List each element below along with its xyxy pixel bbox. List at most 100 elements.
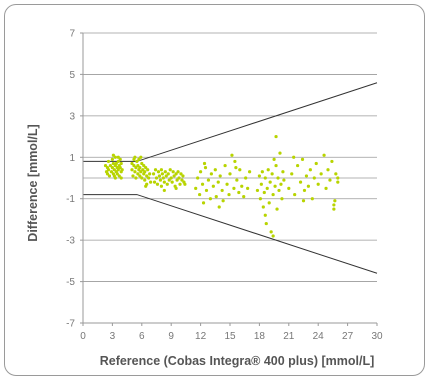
data-point [133, 170, 137, 174]
data-point [106, 159, 111, 164]
data-point [149, 180, 153, 184]
bland-altman-chart: 0 3 6 9 12 15 18 21 24 27 30 7 5 3 1 -1 -3 -5 -7 Referenc… [26, 29, 383, 369]
data-point [165, 182, 169, 186]
data-point [118, 157, 122, 161]
data-point [157, 174, 162, 178]
data-point [134, 166, 138, 170]
data-point [179, 172, 183, 176]
data-point [107, 174, 112, 178]
data-point [156, 170, 161, 174]
data-point [180, 178, 184, 182]
y-tick-label: 7 [69, 29, 75, 40]
data-point [201, 201, 206, 205]
data-point [261, 205, 265, 209]
data-point [110, 157, 114, 161]
data-point [267, 201, 271, 205]
data-point [259, 182, 263, 186]
data-point [238, 168, 242, 172]
data-point [103, 163, 108, 168]
data-point [146, 168, 150, 172]
data-point [202, 161, 207, 166]
data-point [242, 195, 246, 199]
data-point [264, 221, 268, 226]
data-point [170, 180, 174, 184]
data-point [221, 199, 225, 203]
data-point [143, 170, 147, 174]
data-point [246, 186, 250, 190]
data-point [171, 170, 175, 174]
x-tick-label: 9 [168, 331, 174, 342]
x-tick-label: 18 [254, 331, 266, 342]
y-tick-label: 3 [69, 111, 75, 122]
data-point [218, 174, 222, 178]
y-tick-label: -7 [66, 319, 75, 330]
data-point [225, 182, 229, 186]
data-point [144, 166, 148, 170]
data-point [310, 197, 314, 201]
data-point [298, 180, 303, 184]
data-point [164, 174, 168, 178]
data-point [169, 176, 173, 180]
data-point [159, 168, 163, 172]
data-point [144, 184, 148, 188]
data-point [272, 157, 276, 161]
data-point [330, 159, 334, 164]
data-point [332, 207, 336, 211]
data-point [333, 199, 337, 203]
data-point [113, 155, 117, 159]
data-point [300, 157, 305, 161]
data-point [235, 178, 239, 182]
data-point [177, 176, 181, 180]
data-point [274, 134, 278, 139]
data-point [132, 163, 136, 168]
data-point [145, 174, 149, 178]
data-point [290, 172, 294, 176]
data-point [199, 170, 203, 174]
y-axis-title: Difference [mmol/L] [26, 124, 40, 241]
data-point [183, 182, 187, 186]
data-point [306, 184, 310, 188]
data-point [216, 180, 220, 184]
data-point [194, 186, 198, 190]
data-point [268, 180, 272, 184]
data-point [301, 199, 306, 203]
data-point [181, 174, 185, 178]
lower-limit-line [83, 194, 378, 274]
data-point [269, 230, 273, 234]
data-point [119, 161, 123, 166]
data-point [292, 155, 296, 159]
data-point [248, 170, 252, 174]
data-point [263, 176, 267, 180]
data-point [314, 161, 318, 166]
data-point [136, 163, 140, 168]
data-point [143, 178, 147, 182]
data-point [263, 213, 267, 217]
data-point [116, 168, 120, 172]
data-point [270, 172, 274, 176]
data-point [324, 186, 328, 190]
data-point [134, 176, 138, 180]
data-point [116, 159, 120, 164]
data-point [308, 168, 312, 172]
data-point [147, 176, 151, 180]
data-point [265, 186, 269, 190]
data-point [328, 178, 332, 182]
data-point [334, 172, 338, 176]
data-point [282, 178, 286, 182]
data-point [151, 172, 156, 176]
data-point [271, 234, 275, 238]
data-point [159, 184, 163, 188]
data-point [119, 176, 123, 180]
data-point [118, 166, 122, 170]
data-point [276, 176, 280, 180]
data-point [280, 197, 284, 201]
data-point [234, 166, 238, 170]
data-point [142, 163, 146, 168]
data-point [244, 176, 248, 180]
data-point [322, 153, 326, 157]
data-point [336, 176, 340, 180]
data-point [136, 172, 140, 176]
data-point [204, 188, 209, 193]
data-point [258, 197, 262, 201]
axes [80, 32, 378, 326]
